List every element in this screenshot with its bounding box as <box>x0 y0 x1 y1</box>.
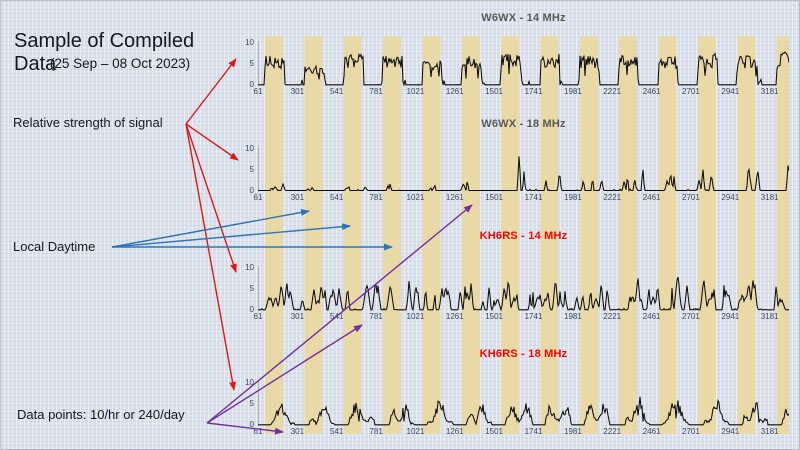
y-tick-label: 0 <box>249 420 254 429</box>
y-tick-label: 10 <box>245 263 254 272</box>
y-tick-label: 0 <box>249 80 254 89</box>
y-tick-label: 10 <box>245 144 254 153</box>
y-tick-label: 0 <box>249 305 254 314</box>
y-tick-label: 5 <box>249 284 254 293</box>
y-tick-label: 5 <box>249 165 254 174</box>
y-tick-label: 10 <box>245 38 254 47</box>
daytime-bands <box>258 36 789 434</box>
annotation-arrow <box>185 123 239 161</box>
y-tick-label: 5 <box>249 59 254 68</box>
y-tick-label: 10 <box>245 378 254 387</box>
annotation-relative-strength: Relative strength of signal <box>13 115 163 130</box>
annotation-arrow <box>185 123 237 391</box>
chart-title: W6WX - 14 MHz <box>481 12 566 24</box>
slide-subtitle: (25 Sep – 08 Oct 2023) <box>49 56 191 71</box>
annotation-data-points: Data points: 10/hr or 240/day <box>17 407 185 422</box>
y-tick-label: 5 <box>249 399 254 408</box>
annotation-arrow <box>185 123 237 273</box>
annotation-local-daytime: Local Daytime <box>13 239 96 254</box>
y-tick-label: 0 <box>249 186 254 195</box>
slide-title: Sample of Compiled Data <box>14 30 195 75</box>
